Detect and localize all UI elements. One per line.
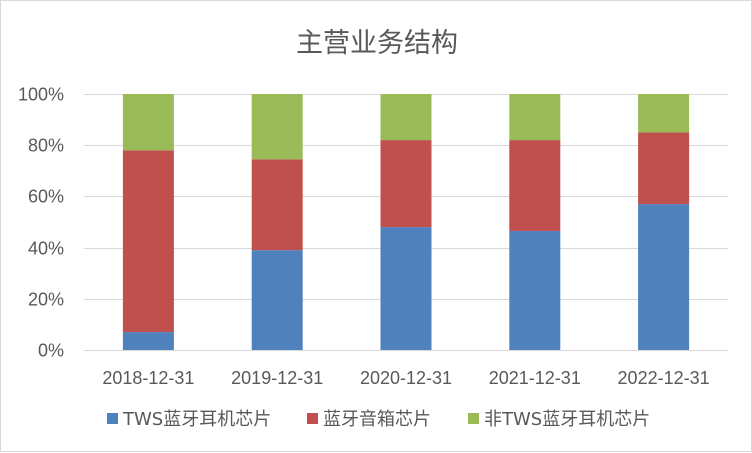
y-tick-label: 40% (28, 239, 64, 259)
bar-segment (251, 94, 303, 160)
bar-segment (638, 204, 690, 350)
bar-segment (122, 94, 174, 151)
legend: TWS蓝牙耳机芯片 蓝牙音箱芯片 非TWS蓝牙耳机芯片 (107, 409, 650, 430)
x-tick-label: 2020-12-31 (360, 368, 452, 388)
bar-segment (122, 150, 174, 333)
chart-title: 主营业务结构 (296, 28, 458, 59)
y-axis-tick-labels: 0% 20% 40% 60% 80% 100% (18, 85, 64, 361)
bar-segment (251, 250, 303, 350)
legend-label: 蓝牙音箱芯片 (323, 409, 431, 430)
bar-segment (509, 230, 561, 350)
y-tick-label: 60% (28, 187, 64, 207)
x-axis-tick-labels: 2018-12-31 2019-12-31 2020-12-31 2021-12-31… (102, 368, 709, 388)
bar-segment (122, 332, 174, 350)
bar-segment (638, 94, 690, 133)
bar-stacks (122, 94, 690, 350)
y-tick-label: 20% (28, 290, 64, 310)
y-tick-label: 80% (28, 136, 64, 156)
bar-segment (380, 140, 432, 228)
bar-segment (380, 227, 432, 350)
bar-segment (509, 94, 561, 141)
legend-label: 非TWS蓝牙耳机芯片 (484, 409, 650, 430)
x-tick-label: 2022-12-31 (618, 368, 710, 388)
legend-swatch (468, 413, 479, 424)
x-tick-label: 2019-12-31 (231, 368, 323, 388)
y-tick-label: 0% (38, 341, 64, 361)
x-tick-label: 2021-12-31 (489, 368, 581, 388)
legend-swatch (107, 413, 118, 424)
bar-segment (380, 94, 432, 141)
bar-segment (251, 159, 303, 251)
legend-label: TWS蓝牙耳机芯片 (122, 409, 271, 430)
legend-swatch (307, 413, 318, 424)
bar-segment (638, 132, 690, 205)
x-tick-label: 2018-12-31 (102, 368, 194, 388)
bar-segment (509, 140, 561, 231)
y-tick-label: 100% (18, 85, 64, 105)
